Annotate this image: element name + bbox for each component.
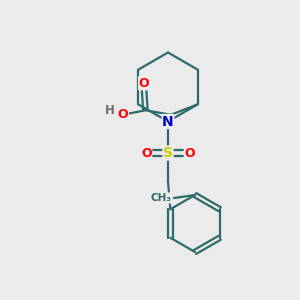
Text: H: H [104, 104, 114, 117]
Text: N: N [162, 115, 174, 128]
Text: S: S [163, 146, 173, 160]
Text: O: O [141, 146, 152, 160]
Text: O: O [118, 108, 128, 121]
Text: O: O [184, 146, 195, 160]
Text: O: O [139, 77, 149, 90]
Text: CH₃: CH₃ [151, 193, 172, 203]
